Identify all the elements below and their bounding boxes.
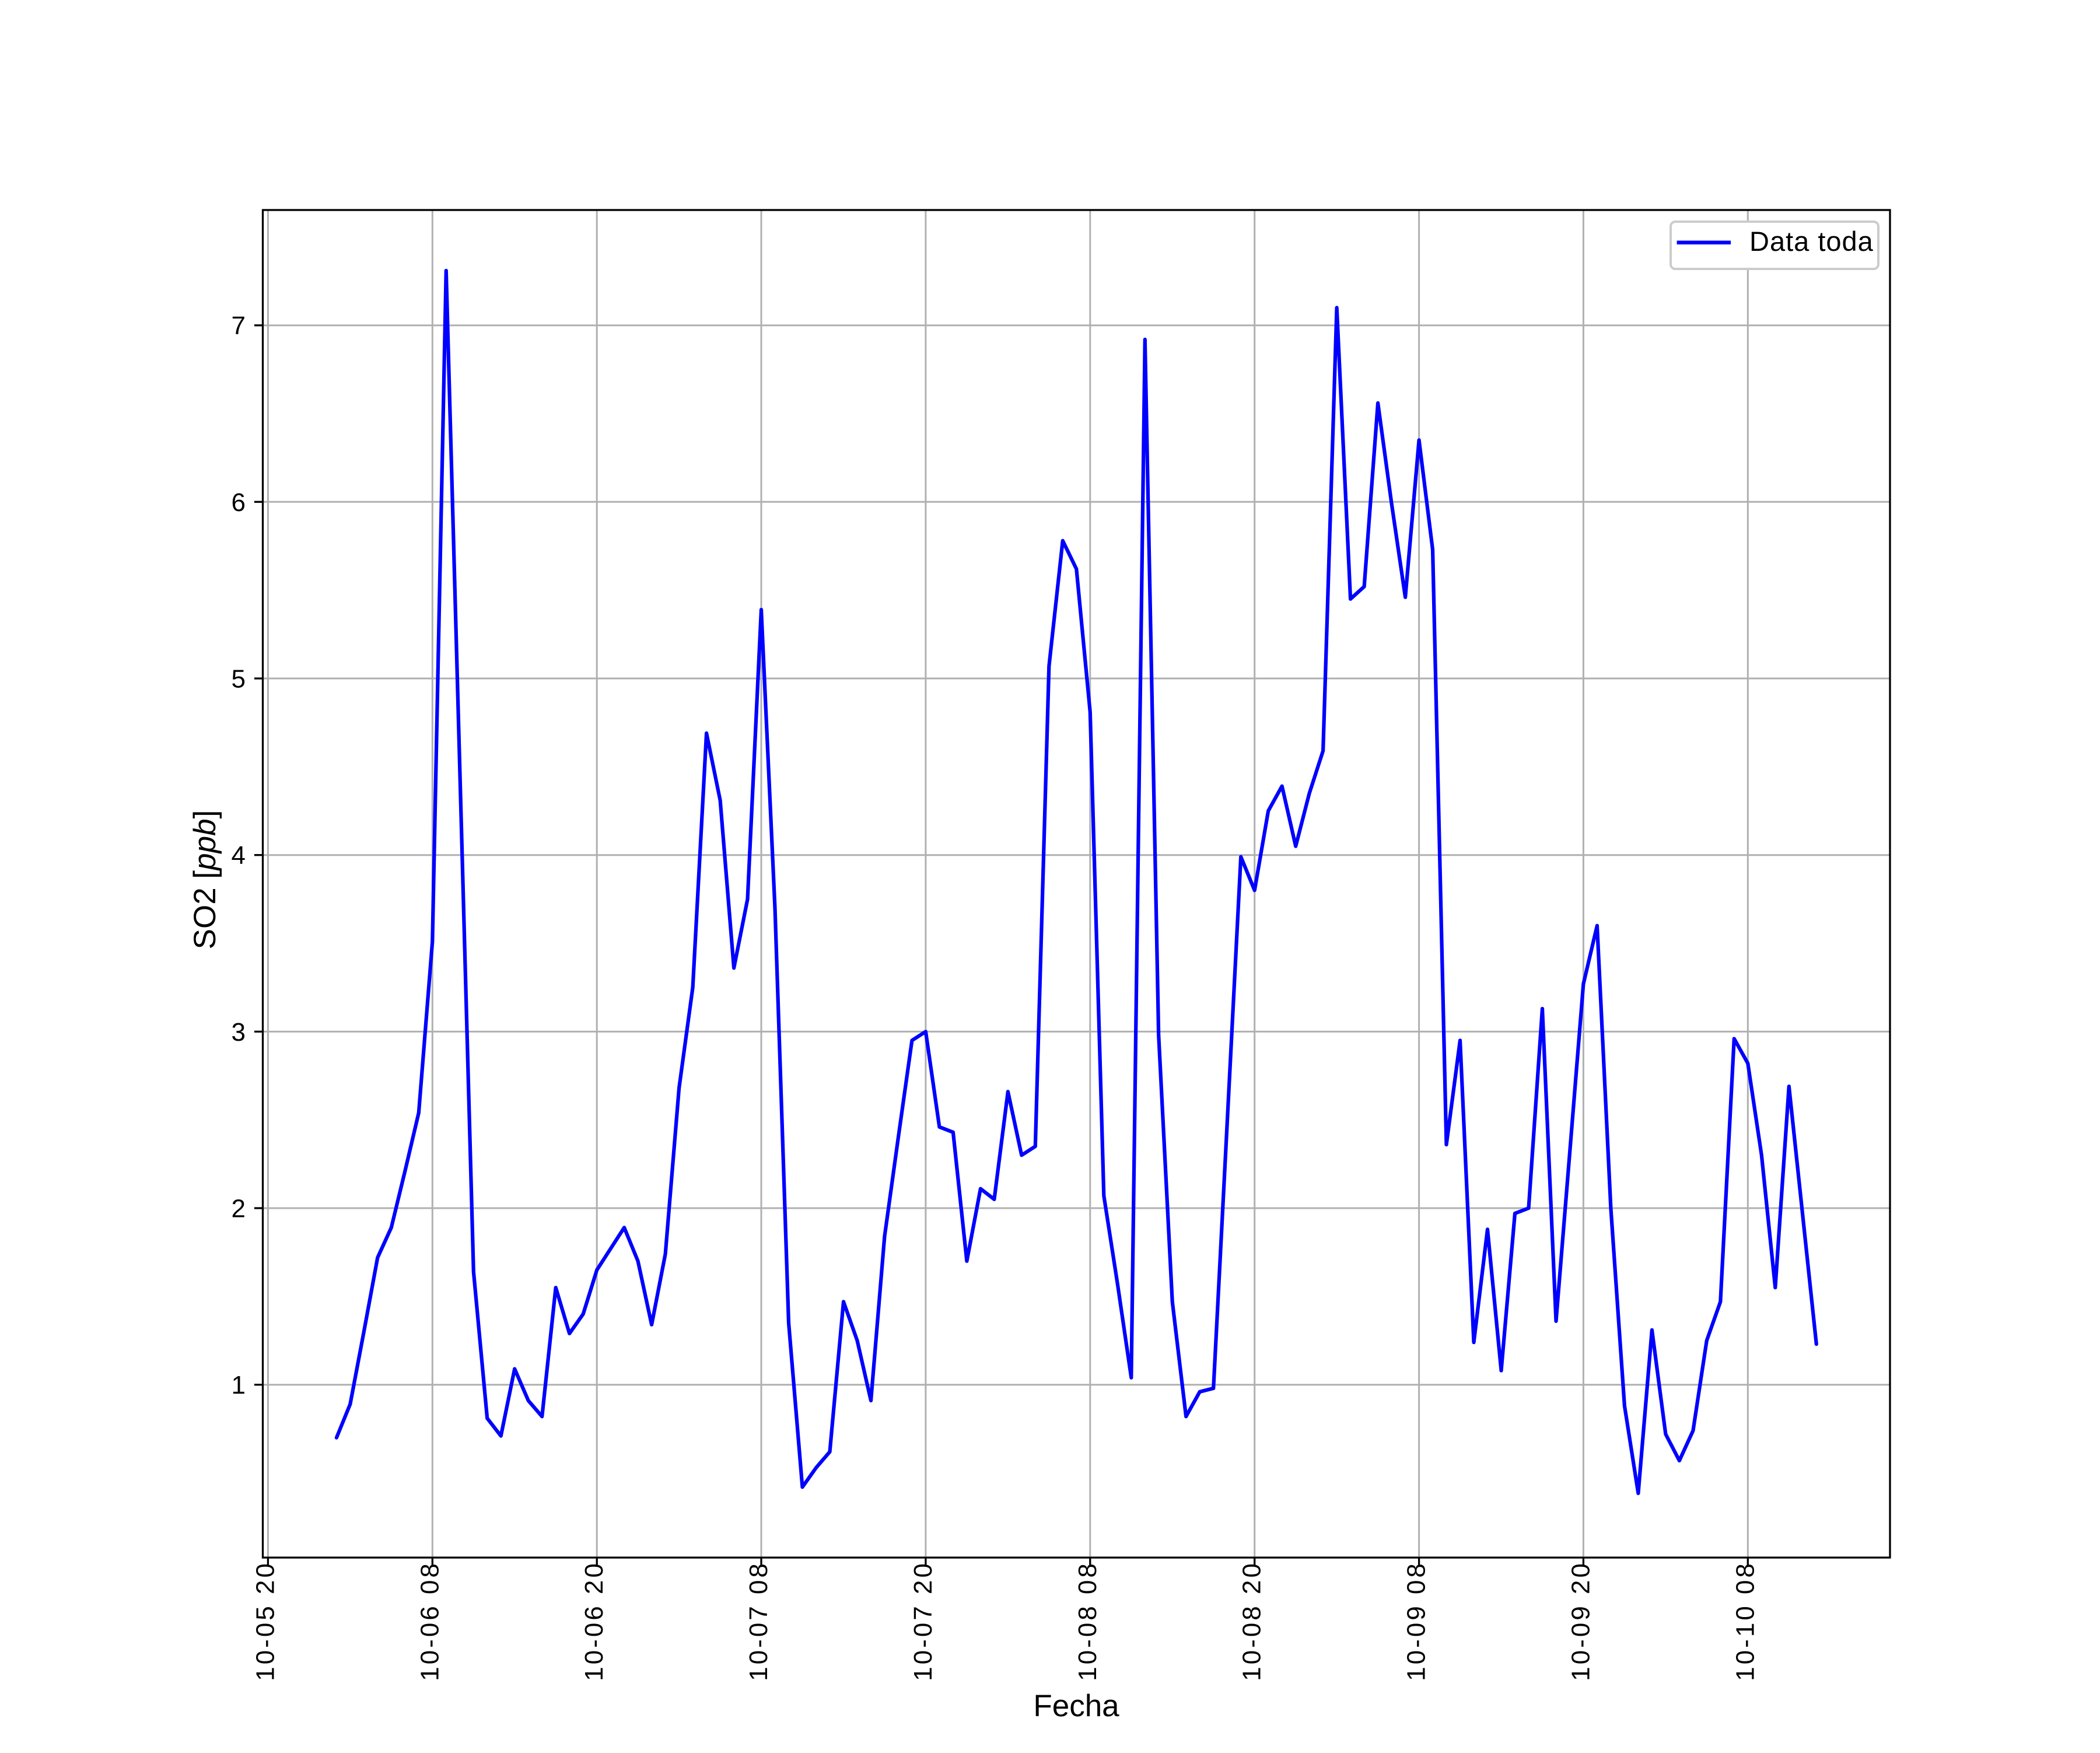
svg-text:10-10 08: 10-10 08 (1731, 1561, 1759, 1681)
svg-text:7: 7 (232, 312, 246, 340)
svg-text:10-06 08: 10-06 08 (415, 1561, 444, 1681)
svg-text:10-06 20: 10-06 20 (580, 1561, 608, 1681)
svg-text:10-09 08: 10-09 08 (1402, 1561, 1431, 1681)
svg-text:10-05 20: 10-05 20 (251, 1561, 279, 1681)
svg-text:Data toda: Data toda (1749, 226, 1874, 257)
svg-text:Fecha: Fecha (1033, 1689, 1119, 1723)
svg-text:3: 3 (232, 1018, 246, 1047)
svg-text:5: 5 (232, 665, 246, 694)
svg-text:10-07 08: 10-07 08 (744, 1561, 773, 1681)
svg-text:10-09 20: 10-09 20 (1566, 1561, 1595, 1681)
svg-text:SO2 [ppb]: SO2 [ppb] (188, 810, 222, 950)
svg-text:2: 2 (232, 1195, 246, 1223)
svg-text:10-08 08: 10-08 08 (1073, 1561, 1102, 1681)
svg-text:6: 6 (232, 488, 246, 517)
svg-text:10-07 20: 10-07 20 (909, 1561, 937, 1681)
svg-text:4: 4 (232, 841, 246, 870)
svg-text:10-08 20: 10-08 20 (1238, 1561, 1266, 1681)
svg-text:1: 1 (232, 1371, 246, 1399)
